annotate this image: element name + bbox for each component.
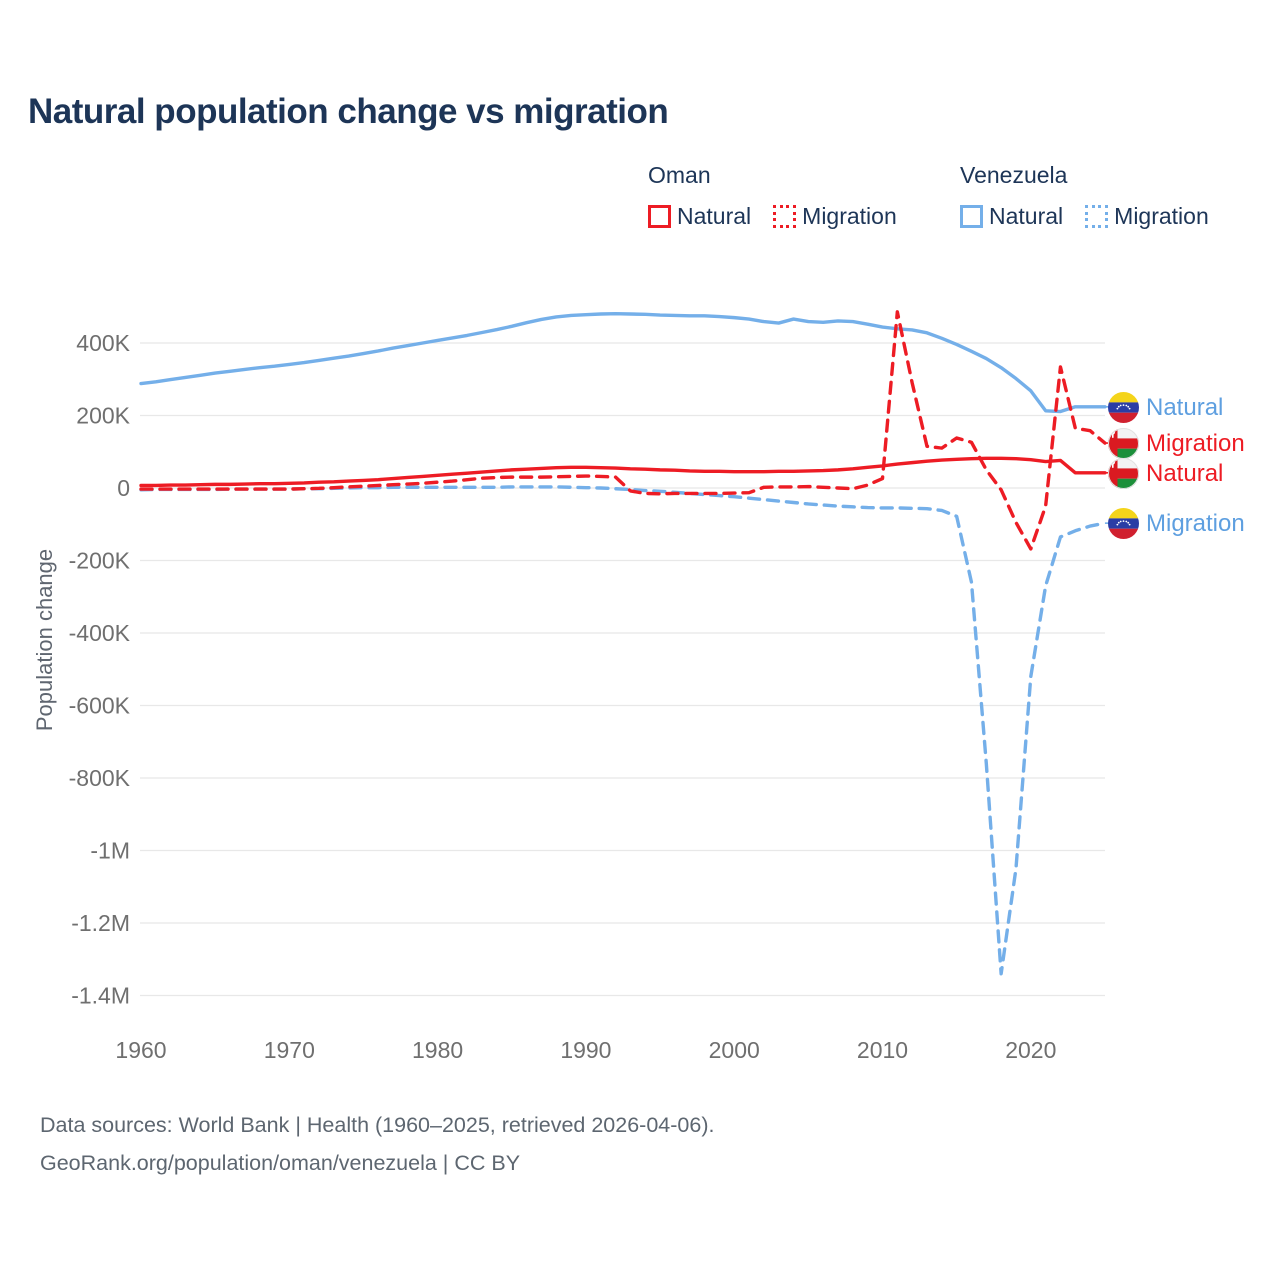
x-tick-label: 1980	[412, 1037, 463, 1063]
legend-country-venezuela: Venezuela	[960, 162, 1068, 188]
x-tick-label: 1990	[560, 1037, 611, 1063]
legend-item-oman-natural: Natural	[648, 203, 751, 230]
venezuela-flag-icon	[1108, 392, 1139, 423]
venezuela-flag-icon	[1108, 508, 1139, 539]
oman-flag-icon	[1108, 428, 1139, 459]
y-axis-title: Population change	[32, 548, 57, 732]
series-end-label-oman-migration: Migration	[1108, 428, 1245, 459]
x-tick-label: 2020	[1005, 1037, 1056, 1063]
y-tick-label: -600K	[69, 693, 131, 719]
series-line-oman-migration	[139, 310, 1107, 551]
oman-flag-icon	[1108, 458, 1139, 489]
x-tick-label: 2000	[709, 1037, 760, 1063]
y-tick-label: 400K	[76, 330, 130, 356]
y-tick-label: -1.4M	[71, 983, 130, 1009]
x-tick-label: 2010	[857, 1037, 908, 1063]
y-tick-label: 0	[117, 475, 130, 501]
legend-group-venezuela: Venezuela Natural Migration	[960, 162, 1209, 230]
legend-country-oman: Oman	[648, 162, 711, 188]
y-tick-label: -200K	[69, 548, 131, 574]
legend-item-oman-migration: Migration	[773, 203, 897, 230]
series-end-label-venezuela-natural: Natural	[1108, 392, 1223, 423]
series-line-venezuela-natural	[139, 311, 1107, 414]
x-tick-label: 1960	[115, 1037, 166, 1063]
legend-item-venezuela-migration: Migration	[1085, 203, 1209, 230]
series-line-oman-natural	[139, 456, 1107, 488]
x-tick-label: 1970	[264, 1037, 315, 1063]
y-tick-label: -1.2M	[71, 910, 130, 936]
y-tick-label: -400K	[69, 620, 131, 646]
dotted-line-swatch-icon	[1085, 205, 1109, 228]
series-end-label-oman-natural: Natural	[1108, 458, 1223, 489]
page-title: Natural population change vs migration	[28, 92, 669, 131]
legend-group-oman: Oman Natural Migration	[648, 162, 897, 230]
solid-line-swatch-icon	[648, 205, 671, 228]
footer-line-1: Data sources: World Bank | Health (1960–…	[40, 1113, 715, 1137]
chart-plot-area: 400K 200K 0 -200K -400K -600K -800K -1M -1.2M -1.…	[69, 310, 1112, 1063]
solid-line-swatch-icon	[960, 205, 983, 228]
y-tick-label: -1M	[90, 838, 130, 864]
footer-line-2: GeoRank.org/population/oman/venezuela | …	[40, 1151, 521, 1175]
y-tick-label: -800K	[69, 765, 131, 791]
y-tick-label: 200K	[76, 403, 130, 429]
dotted-line-swatch-icon	[773, 205, 797, 228]
data-sources-footer: Data sources: World Bank | Health (1960–…	[40, 1106, 714, 1182]
legend-item-venezuela-natural: Natural	[960, 203, 1063, 230]
series-end-label-venezuela-migration: Migration	[1108, 508, 1245, 539]
